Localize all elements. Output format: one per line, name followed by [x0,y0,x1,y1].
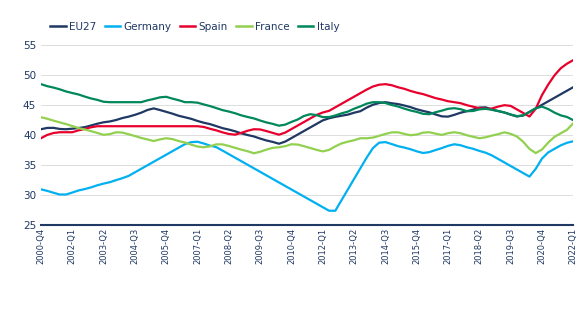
Line: France: France [41,117,573,153]
EU27 [37,127,44,131]
France [570,121,577,125]
Germany [570,139,577,143]
Germany [63,193,70,196]
Italy [276,124,283,128]
France [37,115,44,119]
Germany [37,187,44,191]
Legend: EU27, Germany, Spain, France, Italy: EU27, Germany, Spain, France, Italy [46,18,343,36]
France [250,151,257,155]
France [63,122,70,126]
Italy [37,82,44,86]
Spain [94,124,101,128]
Spain [488,107,495,110]
Line: EU27: EU27 [41,87,573,144]
France [301,144,308,148]
Italy [301,114,308,118]
EU27 [451,113,458,117]
Italy [451,106,458,110]
EU27 [301,129,308,133]
Spain [63,130,70,134]
Germany [294,191,301,195]
Spain [570,58,577,62]
EU27 [94,122,101,126]
Germany [50,191,57,195]
Italy [63,90,70,93]
Germany [495,157,502,161]
EU27 [63,127,70,131]
Germany [325,209,332,213]
Italy [495,109,502,113]
Spain [445,99,452,103]
EU27 [276,142,283,146]
France [94,131,101,135]
EU27 [570,85,577,89]
France [451,130,458,134]
Italy [570,118,577,122]
Italy [94,98,101,102]
Line: Italy: Italy [41,84,573,126]
Spain [37,136,44,140]
Germany [94,183,101,187]
France [50,119,57,123]
Italy [50,86,57,90]
Spain [294,124,301,128]
Line: Spain: Spain [41,60,573,138]
Line: Germany: Germany [41,141,573,211]
EU27 [495,109,502,113]
France [495,132,502,136]
Germany [451,142,458,146]
Spain [50,131,57,135]
EU27 [50,126,57,130]
